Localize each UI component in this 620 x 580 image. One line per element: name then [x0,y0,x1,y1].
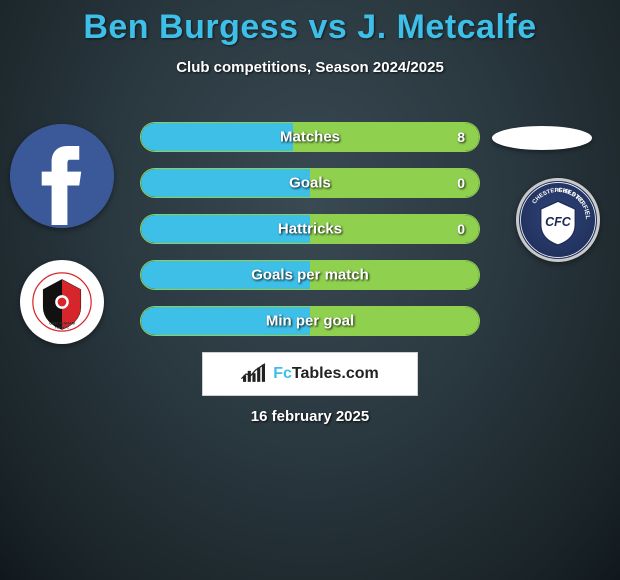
bar-row: Goals per match [140,260,480,290]
svg-text:CFC: CFC [545,215,572,229]
bar-value: 0 [457,221,465,237]
svg-text:TOWN FC: TOWN FC [55,326,70,330]
bar-chart-icon [241,363,267,385]
brand-text: FcTables.com [273,365,379,383]
club-right-badge: CHESTERFIELD FC CHESTERFIELD FC CFC [516,178,600,262]
bar-label: Matches [280,129,340,146]
footer-date: 16 february 2025 [0,408,620,425]
facebook-glyph [10,124,114,228]
bar-left-segment [141,169,310,197]
club-left-crest-icon: CHELTENHAM TOWN FC [31,271,93,333]
page-title: Ben Burgess vs J. Metcalfe [0,0,620,47]
bar-value: 0 [457,175,465,191]
bar-label: Min per goal [266,313,354,330]
bar-row: Matches 8 [140,122,480,152]
facebook-icon[interactable] [10,124,114,228]
brand-box[interactable]: FcTables.com [202,352,418,396]
club-left-badge: CHELTENHAM TOWN FC [20,260,104,344]
bar-right-segment [310,169,479,197]
bar-value: 8 [457,129,465,145]
bar-row: Hattricks 0 [140,214,480,244]
svg-text:CHELTENHAM: CHELTENHAM [49,321,75,325]
page-subtitle: Club competitions, Season 2024/2025 [0,59,620,76]
bar-label: Hattricks [278,221,342,238]
bar-left-segment [141,123,293,151]
bar-label: Goals [289,175,331,192]
bar-row: Min per goal [140,306,480,336]
right-ellipse-icon [492,126,592,150]
bar-row: Goals 0 [140,168,480,198]
bar-label: Goals per match [251,267,369,284]
comparison-chart: Matches 8 Goals 0 Hattricks 0 Goals per … [140,122,480,352]
club-right-crest-icon: CHESTERFIELD FC CHESTERFIELD FC CFC [519,178,597,262]
brand-suffix: Tables.com [292,365,379,382]
brand-prefix: Fc [273,365,292,382]
